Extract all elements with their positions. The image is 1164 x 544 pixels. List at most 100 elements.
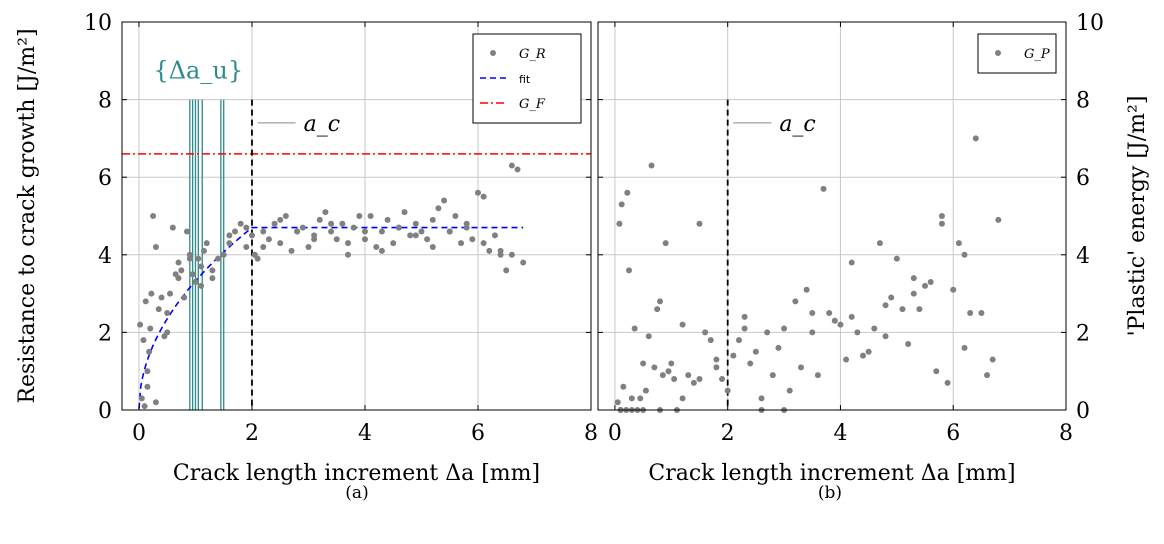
- data-point: [831, 317, 838, 324]
- data-point: [503, 267, 510, 274]
- x-tick-label: 2: [245, 421, 259, 446]
- data-point: [446, 228, 453, 235]
- data-point: [209, 267, 216, 274]
- data-point: [882, 302, 889, 309]
- data-point: [837, 321, 844, 328]
- x-tick-label: 4: [358, 421, 372, 446]
- data-point: [735, 337, 742, 344]
- data-point: [181, 294, 188, 301]
- data-point: [220, 251, 227, 258]
- data-point: [668, 360, 675, 367]
- data-point: [730, 352, 737, 359]
- data-point: [614, 399, 621, 406]
- data-point: [645, 333, 652, 340]
- data-point: [429, 244, 436, 251]
- data-point: [642, 387, 649, 394]
- data-point: [685, 372, 692, 379]
- y-tick-label: 10: [84, 11, 112, 36]
- y-tick-label: 8: [98, 89, 112, 114]
- data-point: [984, 372, 991, 379]
- data-point: [361, 236, 368, 243]
- plot-frame: [121, 21, 592, 411]
- data-point: [654, 306, 661, 313]
- data-point: [254, 255, 261, 262]
- data-point: [189, 271, 196, 278]
- panel-caption: (a): [345, 483, 368, 503]
- legend: G_P: [977, 33, 1057, 74]
- data-point: [429, 216, 436, 223]
- data-point: [803, 286, 810, 293]
- y-tick-label: 10: [1076, 11, 1104, 36]
- data-point: [648, 162, 655, 169]
- data-point: [922, 282, 929, 289]
- data-point: [169, 224, 176, 231]
- data-point: [155, 306, 162, 313]
- y-axis-label: Resistance to crack growth [J/m²]: [15, 28, 40, 403]
- data-point: [474, 189, 481, 196]
- data-point: [183, 228, 190, 235]
- data-point: [441, 197, 448, 204]
- data-point: [215, 255, 222, 262]
- data-point: [752, 348, 759, 355]
- data-point: [758, 395, 765, 402]
- data-point: [277, 216, 284, 223]
- data-point: [809, 329, 816, 336]
- data-point: [640, 360, 647, 367]
- data-point: [797, 364, 804, 371]
- data-point: [356, 213, 363, 219]
- data-point: [707, 337, 714, 344]
- data-point: [390, 240, 397, 247]
- data-point: [814, 372, 821, 379]
- x-tick-label: 8: [1059, 421, 1073, 446]
- data-point: [520, 259, 527, 266]
- data-point: [147, 325, 154, 332]
- data-point: [888, 294, 895, 301]
- data-point: [412, 220, 419, 227]
- data-point: [893, 255, 900, 262]
- data-point: [905, 341, 912, 348]
- data-point: [186, 255, 193, 262]
- data-point: [618, 201, 625, 208]
- data-point: [198, 263, 205, 270]
- data-point: [651, 364, 658, 371]
- data-point: [345, 251, 352, 258]
- data-point: [775, 344, 782, 351]
- data-point: [989, 356, 996, 363]
- data-point: [843, 356, 850, 363]
- data-point: [316, 216, 323, 223]
- data-point: [232, 228, 239, 235]
- y-tick-label: 2: [1076, 321, 1090, 346]
- data-point: [938, 213, 945, 219]
- data-point: [265, 236, 272, 243]
- ac-label: a_c: [304, 112, 340, 137]
- data-point: [848, 313, 855, 320]
- y-tick-label: 2: [98, 321, 112, 346]
- y-tick-label: 4: [98, 244, 112, 269]
- data-point: [764, 329, 771, 336]
- y-tick-label: 6: [1076, 166, 1090, 191]
- x-tick-label: 0: [608, 421, 622, 446]
- legend-label: fit: [519, 73, 531, 86]
- data-point: [407, 232, 414, 239]
- data-point: [142, 298, 149, 305]
- data-point: [657, 298, 664, 305]
- data-point: [792, 298, 799, 305]
- data-point: [175, 275, 182, 282]
- data-point: [713, 356, 720, 363]
- data-point: [741, 325, 748, 332]
- data-point: [876, 240, 883, 247]
- data-point: [178, 267, 185, 274]
- data-point: [378, 247, 385, 254]
- data-point: [361, 228, 368, 235]
- data-point: [401, 209, 408, 216]
- data-point: [150, 213, 157, 219]
- x-axis-label: Crack length increment Δa [mm]: [648, 461, 1015, 486]
- data-point: [146, 348, 153, 355]
- data-point: [871, 325, 878, 332]
- data-point: [628, 395, 635, 402]
- data-point: [158, 294, 165, 301]
- data-point: [328, 228, 335, 235]
- data-point: [514, 166, 521, 173]
